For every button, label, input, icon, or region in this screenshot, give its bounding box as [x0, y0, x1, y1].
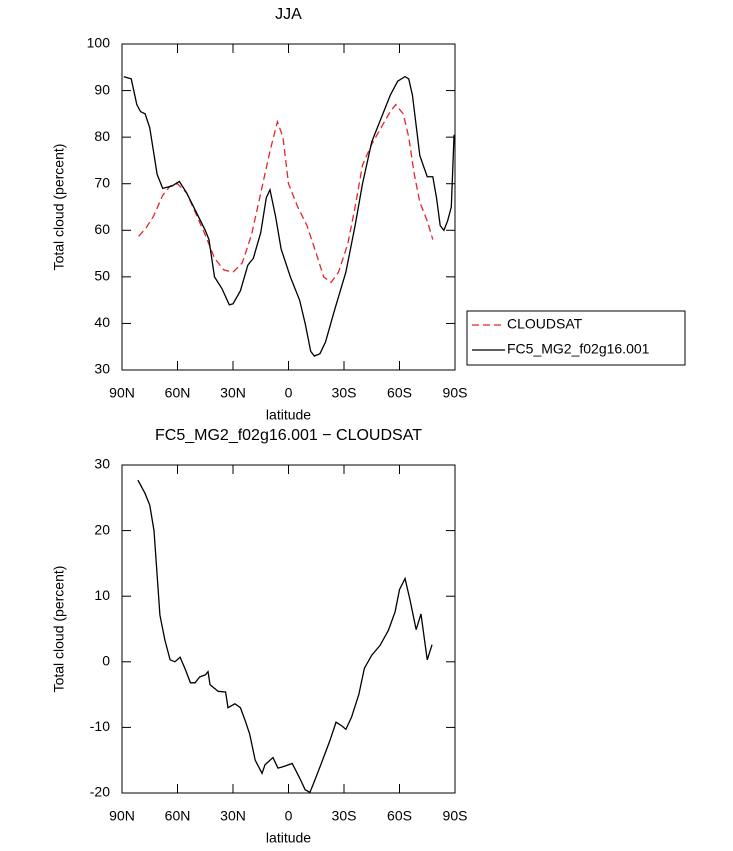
y-tick-label: 30: [94, 456, 110, 472]
data-line: [137, 479, 433, 794]
chart-title: FC5_MG2_f02g16.001 − CLOUDSAT: [155, 427, 422, 444]
legend-label: CLOUDSAT: [507, 316, 583, 332]
y-tick-label: 20: [94, 521, 110, 537]
x-tick-label: 60S: [387, 808, 412, 824]
legend-label: FC5_MG2_f02g16.001: [507, 341, 650, 357]
y-tick-label: 90: [94, 81, 110, 97]
y-tick-label: 10: [94, 587, 110, 603]
y-axis-label: Total cloud (percent): [51, 566, 67, 693]
y-tick-label: 100: [87, 35, 111, 51]
y-tick-label: 40: [94, 314, 110, 330]
x-tick-label: 30S: [332, 808, 357, 824]
chart-title: JJA: [275, 6, 302, 23]
plot-frame: [121, 464, 456, 794]
y-tick-label: 70: [94, 174, 110, 190]
x-tick-label: 90S: [443, 808, 468, 824]
y-tick-label: 0: [102, 653, 110, 669]
x-tick-label: 30N: [220, 808, 246, 824]
x-tick-label: 60S: [387, 385, 412, 401]
x-tick-label: 30N: [220, 385, 246, 401]
x-tick-label: 0: [285, 385, 293, 401]
y-tick-label: 50: [94, 268, 110, 284]
x-axis-label: latitude: [266, 407, 311, 423]
y-tick-label: 60: [94, 221, 110, 237]
x-axis-label: latitude: [266, 830, 311, 846]
data-line: [138, 103, 434, 284]
x-tick-label: 60N: [165, 385, 191, 401]
x-tick-label: 90N: [109, 385, 135, 401]
plot-frame: [121, 43, 456, 371]
x-tick-label: 30S: [332, 385, 357, 401]
y-axis-label: Total cloud (percent): [51, 144, 67, 271]
y-tick-label: 80: [94, 128, 110, 144]
x-tick-label: 60N: [165, 808, 191, 824]
y-tick-label: -10: [90, 718, 110, 734]
y-tick-label: -20: [90, 784, 110, 800]
x-tick-label: 90N: [109, 808, 135, 824]
data-line: [123, 75, 455, 357]
x-tick-label: 90S: [443, 385, 468, 401]
x-tick-label: 0: [285, 808, 293, 824]
y-tick-label: 30: [94, 361, 110, 377]
legend-box: [466, 310, 686, 366]
